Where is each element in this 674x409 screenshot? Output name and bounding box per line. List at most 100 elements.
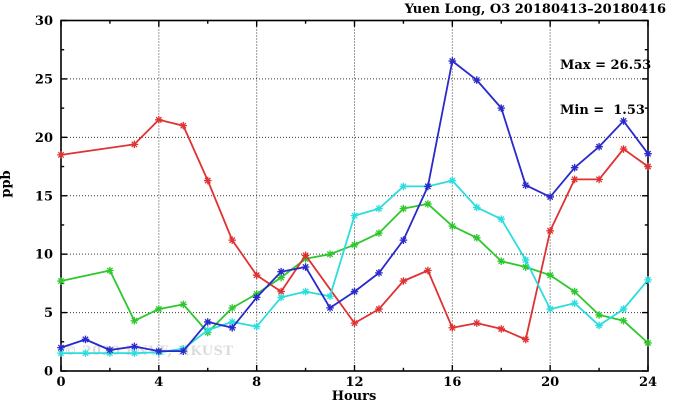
chart-title: Yuen Long, O3 20180413–20180416 (404, 2, 666, 17)
series-cyan-marker (130, 349, 139, 357)
series-blue-marker (326, 304, 334, 312)
series-red-marker (179, 121, 188, 130)
series-red-marker (595, 175, 603, 184)
series-green-marker (546, 271, 554, 279)
series-green-marker (424, 200, 432, 208)
series-blue-marker (570, 163, 579, 172)
series-blue-marker (595, 142, 603, 151)
series-cyan-marker (399, 182, 408, 191)
series-red-marker (350, 319, 359, 327)
series-blue-marker (521, 181, 530, 190)
series-red-marker (155, 116, 163, 124)
series-red-marker (301, 251, 310, 260)
series-green-marker (472, 234, 481, 242)
series-red-marker (619, 145, 628, 153)
series-cyan-marker (57, 349, 65, 357)
y-tick-label: 10 (35, 248, 53, 263)
series-green-marker (179, 300, 188, 309)
series-green-marker (57, 277, 65, 285)
series-blue-marker (497, 104, 506, 112)
series-green-marker (595, 311, 603, 319)
series-cyan-marker (350, 211, 359, 220)
series-blue-marker (57, 343, 65, 352)
series-red-marker (130, 140, 139, 149)
y-tick-label: 30 (35, 14, 53, 29)
series-green-marker (155, 305, 163, 313)
series-blue-marker (130, 342, 139, 351)
y-tick-label: 15 (35, 189, 53, 204)
series-blue-marker (399, 236, 408, 244)
y-axis-label: ppb (0, 170, 14, 198)
series-green-marker (619, 316, 628, 325)
series-red-marker (546, 227, 554, 235)
series-cyan-marker (326, 292, 334, 301)
series-red-marker (277, 287, 285, 296)
series-blue-marker (228, 323, 237, 332)
series-cyan-marker (472, 203, 481, 212)
series-red-marker (521, 335, 530, 344)
series-cyan-marker (546, 305, 554, 313)
series-red-marker (472, 319, 481, 327)
series-cyan-marker (252, 322, 261, 331)
x-tick-label: 4 (154, 375, 163, 390)
series-green-marker (326, 250, 334, 258)
series-green-marker (521, 263, 530, 271)
series-red-marker (228, 236, 237, 244)
series-blue-marker (472, 76, 481, 84)
series-green-marker (130, 316, 139, 325)
series-red-marker (644, 162, 652, 171)
series-blue-marker (546, 193, 554, 201)
series-blue-marker (424, 182, 432, 191)
series-red-marker (375, 305, 383, 313)
series-blue-marker (619, 117, 628, 125)
series-blue-marker (277, 267, 285, 276)
series-cyan-marker (570, 299, 579, 308)
stats-legend: Max = 26.53 Min = 1.53 (560, 28, 651, 148)
series-red-marker (203, 176, 212, 185)
series-cyan-marker (277, 293, 285, 302)
series-cyan-marker (448, 176, 457, 185)
series-red-marker (424, 266, 432, 275)
series-cyan-marker (497, 215, 506, 223)
series-green-marker (228, 304, 237, 312)
series-red-marker (497, 325, 506, 333)
series-red-line (60, 118, 649, 341)
series-cyan-marker (81, 349, 90, 357)
x-tick-label: 0 (56, 375, 65, 390)
series-blue-marker (301, 263, 310, 271)
series-red-marker (252, 271, 261, 279)
y-tick-label: 0 (44, 365, 53, 380)
series-red-marker (399, 277, 408, 285)
x-tick-label: 12 (345, 375, 363, 390)
series-blue-marker (644, 149, 652, 158)
series-blue-marker (350, 287, 359, 296)
x-tick-label: 8 (252, 375, 261, 390)
series-blue-marker (448, 57, 457, 65)
y-tick-label: 25 (35, 72, 53, 87)
series-cyan-marker (228, 318, 237, 326)
y-tick-label: 20 (35, 131, 53, 146)
series-green-marker (497, 257, 506, 265)
series-blue-marker (179, 347, 188, 355)
legend-min-value: Min = 1.53 (560, 103, 645, 118)
series-blue-marker (155, 347, 163, 355)
x-tick-label: 16 (443, 375, 461, 390)
series-green-marker (644, 339, 652, 347)
series-cyan-marker (301, 287, 310, 296)
series-green-line (60, 203, 649, 344)
series-cyan-marker (619, 305, 628, 313)
series-green-marker (570, 287, 579, 296)
legend-max-value: Max = 26.53 (560, 58, 652, 73)
series-green-marker (106, 266, 114, 275)
series-blue-marker (375, 269, 383, 277)
series-green-marker (448, 222, 457, 230)
series-cyan-marker (595, 321, 603, 330)
series-blue-marker (106, 346, 114, 354)
series-green-marker (399, 204, 408, 213)
x-tick-label: 24 (639, 375, 657, 390)
series-red-marker (57, 151, 65, 159)
y-tick-label: 5 (44, 306, 53, 321)
series-blue-marker (203, 318, 212, 326)
